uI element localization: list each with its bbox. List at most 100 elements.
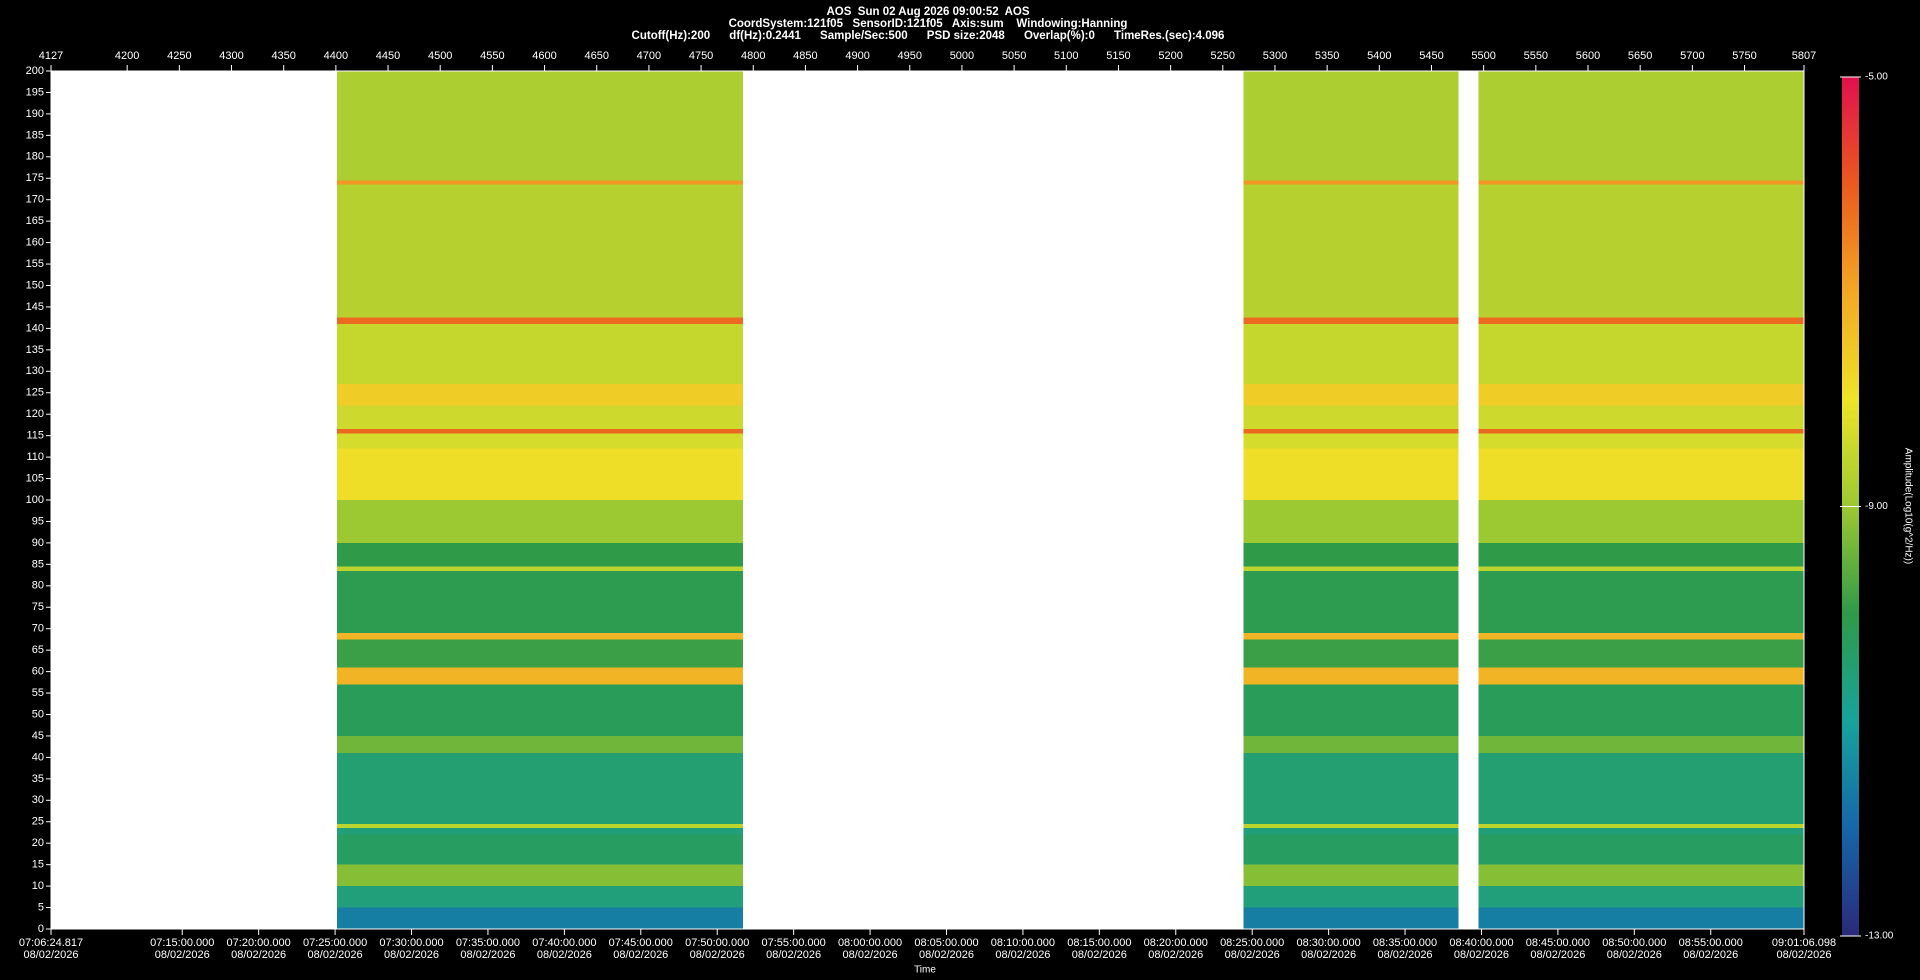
y-tick-label: 135 xyxy=(26,344,44,356)
y-tick-label: 175 xyxy=(26,172,44,184)
x2-tick-label: 09:01:06.098 xyxy=(1772,937,1836,949)
spectrogram-cell xyxy=(336,834,743,865)
x2-tick-label: 08:40:00.000 xyxy=(1449,937,1513,949)
x-tick-label: 5050 xyxy=(1002,50,1026,62)
x-tick-label: 5807 xyxy=(1792,50,1816,62)
spectrogram-cell xyxy=(336,907,743,929)
spectrogram-cell xyxy=(1243,639,1459,668)
spectrogram-cell xyxy=(1478,823,1804,829)
spectrogram-cell xyxy=(1478,667,1804,685)
spectrogram-cell xyxy=(1478,753,1804,824)
spectrogram-cell xyxy=(336,429,743,434)
x-tick-label: 5150 xyxy=(1106,50,1130,62)
spectrogram-cell xyxy=(1243,317,1459,325)
spectrogram-cell xyxy=(336,542,743,567)
x-tick-label: 4750 xyxy=(689,50,713,62)
spectrogram-cell xyxy=(1478,184,1804,318)
chart-title: AOS Sun 02 Aug 2026 09:00:52 AOS xyxy=(826,6,1029,18)
y-tick-label: 35 xyxy=(32,773,44,785)
x-axis-label: Time xyxy=(914,965,936,976)
spectrogram-cell xyxy=(1243,753,1459,824)
spectrogram-cell xyxy=(1243,324,1459,385)
spectrogram-cell xyxy=(1243,566,1459,571)
x-tick-label: 5750 xyxy=(1732,50,1756,62)
colorbar-label: Amplitude(Log10(g^2/Hz)) xyxy=(1902,448,1913,564)
y-tick-label: 15 xyxy=(32,859,44,871)
y-tick-label: 45 xyxy=(32,730,44,742)
spectrogram-cell xyxy=(1243,433,1459,449)
spectrogram-cell xyxy=(1243,180,1459,185)
colorbar-tick-label: -9.00 xyxy=(1865,501,1888,512)
spectrogram-cell xyxy=(1243,828,1459,835)
spectrogram-cell xyxy=(1478,448,1804,500)
x2-tick-label: 07:30:00.000 xyxy=(379,937,443,949)
x2-tick-date: 08/02/2026 xyxy=(155,949,210,961)
spectrogram-cell xyxy=(1478,429,1804,434)
x2-tick-label: 08:25:00.000 xyxy=(1220,937,1284,949)
spectrogram-cell xyxy=(1243,542,1459,567)
spectrogram-cell xyxy=(1478,639,1804,668)
y-tick-label: 170 xyxy=(26,194,44,206)
x-tick-label: 4400 xyxy=(324,50,348,62)
spectrogram-cell xyxy=(1243,735,1459,754)
x2-tick-label: 07:40:00.000 xyxy=(532,937,596,949)
x2-tick-label: 07:15:00.000 xyxy=(150,937,214,949)
y-tick-label: 165 xyxy=(26,215,44,227)
x-tick-label: 4300 xyxy=(219,50,243,62)
spectrogram-cell xyxy=(336,433,743,449)
x2-tick-label: 08:45:00.000 xyxy=(1526,937,1590,949)
y-tick-label: 125 xyxy=(26,387,44,399)
x2-tick-label: 08:10:00.000 xyxy=(991,937,1055,949)
colorbar-tick-label: -13.00 xyxy=(1865,931,1894,942)
spectrogram-cell xyxy=(336,570,743,633)
spectrogram-cell xyxy=(1243,667,1459,685)
y-tick-label: 55 xyxy=(32,687,44,699)
spectrogram-cell xyxy=(1243,684,1459,736)
y-tick-label: 0 xyxy=(38,923,44,935)
y-tick-label: 110 xyxy=(26,451,44,463)
spectrogram-cell xyxy=(1243,429,1459,434)
y-tick-label: 80 xyxy=(32,580,44,592)
header-line: CoordSystem:121f05 SensorID:121f05 Axis:… xyxy=(729,18,1128,30)
spectrogram-cell xyxy=(336,828,743,835)
x2-tick-label: 08:15:00.000 xyxy=(1067,937,1131,949)
x-tick-label: 4800 xyxy=(741,50,765,62)
spectrogram-cell xyxy=(1478,886,1804,908)
spectrogram-cell xyxy=(1478,542,1804,567)
x-tick-label: 5250 xyxy=(1211,50,1235,62)
y-tick-label: 25 xyxy=(32,816,44,828)
spectrogram-cell xyxy=(1478,324,1804,385)
spectrogram-cell xyxy=(336,448,743,500)
spectrogram-cell xyxy=(1478,864,1804,887)
x-tick-label: 4650 xyxy=(584,50,608,62)
x-tick-label: 4550 xyxy=(480,50,504,62)
spectrogram-cell xyxy=(1478,405,1804,430)
spectrogram-cell xyxy=(1478,834,1804,865)
y-tick-label: 155 xyxy=(26,258,44,270)
y-tick-label: 90 xyxy=(32,537,44,549)
x-tick-label: 4850 xyxy=(793,50,817,62)
x-tick-label: 4350 xyxy=(271,50,295,62)
y-tick-label: 85 xyxy=(32,558,44,570)
spectrogram-cell xyxy=(336,753,743,824)
x2-tick-date: 08/02/2026 xyxy=(537,949,592,961)
x-tick-label: 4450 xyxy=(376,50,400,62)
x2-tick-label: 07:55:00.000 xyxy=(762,937,826,949)
y-tick-label: 115 xyxy=(26,430,44,442)
y-tick-label: 70 xyxy=(32,623,44,635)
x-tick-label: 5450 xyxy=(1419,50,1443,62)
x2-tick-label: 07:35:00.000 xyxy=(456,937,520,949)
spectrogram-cell xyxy=(336,684,743,736)
y-tick-label: 140 xyxy=(26,322,44,334)
x-tick-label: 5550 xyxy=(1524,50,1548,62)
x2-tick-label: 08:05:00.000 xyxy=(914,937,978,949)
y-tick-label: 200 xyxy=(26,65,44,77)
y-tick-label: 20 xyxy=(32,837,44,849)
x2-tick-date: 08/02/2026 xyxy=(1378,949,1433,961)
spectrogram-cell xyxy=(1243,184,1459,318)
spectrogram-cell xyxy=(336,735,743,754)
x2-tick-date: 08/02/2026 xyxy=(384,949,439,961)
y-tick-label: 105 xyxy=(26,472,44,484)
x-tick-label: 5300 xyxy=(1263,50,1287,62)
